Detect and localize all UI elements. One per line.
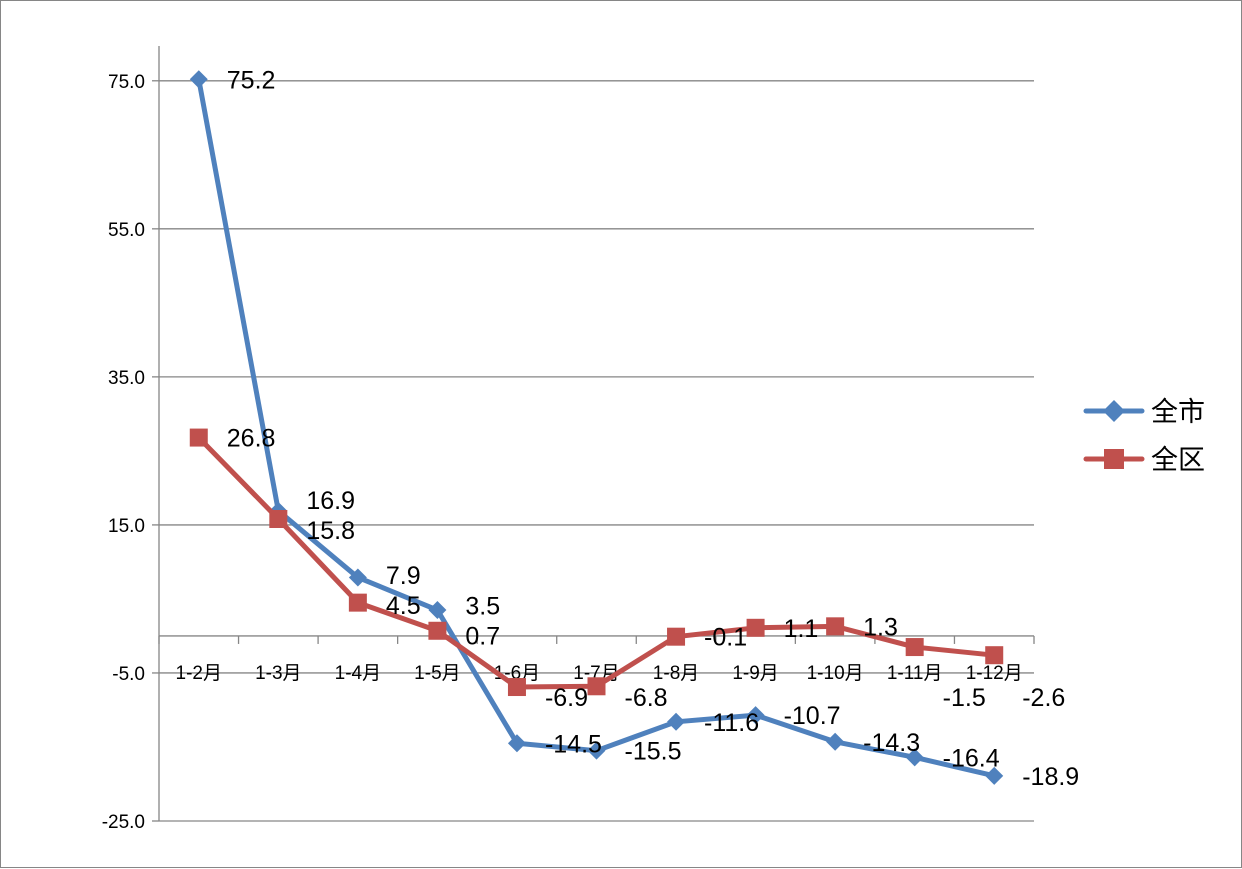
data-label: -2.6 xyxy=(1022,684,1065,712)
data-point-diamond xyxy=(189,70,208,89)
data-label: 15.8 xyxy=(306,517,355,545)
x-tick-label: 1-8月 xyxy=(653,663,699,684)
data-label: -14.3 xyxy=(863,729,920,757)
legend-item: 全区 xyxy=(1083,445,1205,475)
y-tick-label: 35.0 xyxy=(108,368,145,389)
data-label: -14.5 xyxy=(545,730,602,758)
legend-item: 全市 xyxy=(1083,397,1205,427)
data-label: -11.6 xyxy=(704,709,759,737)
data-point-square xyxy=(985,646,1004,665)
data-point-diamond xyxy=(985,766,1004,785)
data-point-square xyxy=(905,638,924,657)
data-label: 3.5 xyxy=(465,592,500,620)
series-line xyxy=(196,435,995,690)
y-tick-label: 75.0 xyxy=(108,72,145,93)
legend-label: 全区 xyxy=(1151,445,1205,475)
data-point-square xyxy=(587,677,606,696)
legend-square-icon xyxy=(1104,449,1124,469)
data-label: 16.9 xyxy=(306,487,355,515)
x-tick-label: 1-12月 xyxy=(966,663,1023,684)
data-label: -16.4 xyxy=(943,744,1000,772)
y-tick-label: -25.0 xyxy=(102,812,145,833)
data-label: 4.5 xyxy=(386,592,421,620)
data-label: -15.5 xyxy=(625,738,682,766)
data-point-diamond xyxy=(348,568,367,587)
y-tick-label: 15.0 xyxy=(108,516,145,537)
x-tick-label: 1-5月 xyxy=(414,663,460,684)
x-tick-label: 1-4月 xyxy=(335,663,381,684)
data-point-square xyxy=(428,621,447,640)
data-point-square xyxy=(826,617,845,636)
data-label: -6.8 xyxy=(625,684,668,712)
y-tick-label: 55.0 xyxy=(108,220,145,241)
data-point-square xyxy=(348,593,367,612)
data-label: 7.9 xyxy=(386,562,421,590)
data-label: -18.9 xyxy=(1022,763,1079,791)
y-tick-label: -5.0 xyxy=(112,664,145,685)
series-quanshi xyxy=(189,70,1004,785)
data-point-square xyxy=(507,678,526,697)
data-point-diamond xyxy=(587,741,606,760)
legend-diamond-icon xyxy=(1103,400,1125,422)
data-label: 1.1 xyxy=(784,615,819,643)
x-tick-label: 1-2月 xyxy=(176,663,222,684)
x-tick-label: 1-9月 xyxy=(732,663,778,684)
data-label: 0.7 xyxy=(465,622,500,650)
data-label: 26.8 xyxy=(227,425,276,453)
x-tick-label: 1-3月 xyxy=(255,663,301,684)
legend-label: 全市 xyxy=(1151,397,1205,427)
data-label: -10.7 xyxy=(784,702,841,730)
data-point-square xyxy=(189,428,208,447)
data-point-diamond xyxy=(746,706,765,725)
data-label: 1.3 xyxy=(863,613,898,641)
data-point-square xyxy=(269,509,288,528)
x-tick-label: 1-11月 xyxy=(887,663,943,684)
data-label: 75.2 xyxy=(227,66,276,94)
data-point-diamond xyxy=(428,601,447,620)
data-label: -0.1 xyxy=(704,624,747,652)
data-label: -1.5 xyxy=(943,684,986,712)
data-point-diamond xyxy=(667,712,686,731)
data-point-square xyxy=(746,618,765,637)
data-point-square xyxy=(667,627,686,646)
data-point-diamond xyxy=(905,748,924,767)
data-point-diamond xyxy=(826,732,845,751)
x-tick-label: 1-10月 xyxy=(807,663,864,684)
data-label: -6.9 xyxy=(545,684,588,712)
series-quanqu xyxy=(189,428,1004,697)
